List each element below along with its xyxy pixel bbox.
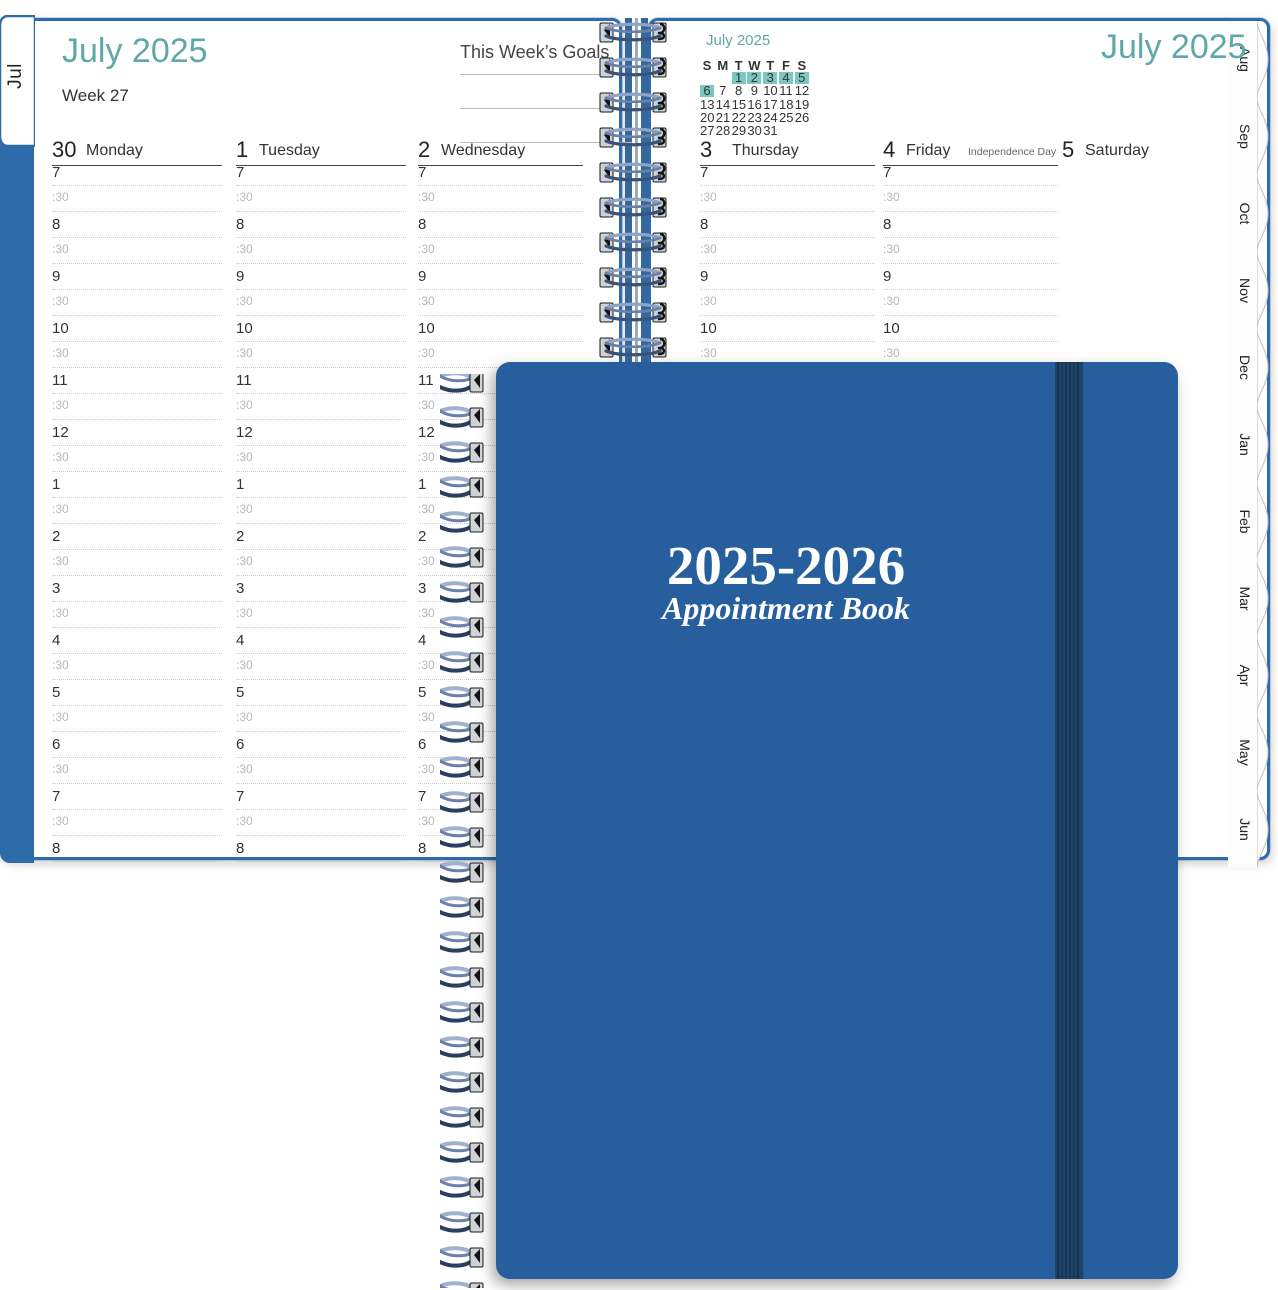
svg-text:Oct: Oct: [1237, 203, 1253, 225]
svg-text:Apr: Apr: [1237, 665, 1253, 687]
svg-text:Sep: Sep: [1237, 124, 1253, 149]
svg-text:Feb: Feb: [1237, 509, 1253, 533]
svg-text:May: May: [1237, 739, 1253, 765]
svg-text:Mar: Mar: [1237, 586, 1253, 610]
svg-text:Jan: Jan: [1237, 433, 1253, 456]
svg-text:Jun: Jun: [1237, 818, 1253, 841]
svg-text:Dec: Dec: [1237, 355, 1253, 380]
svg-text:Nov: Nov: [1237, 278, 1253, 303]
